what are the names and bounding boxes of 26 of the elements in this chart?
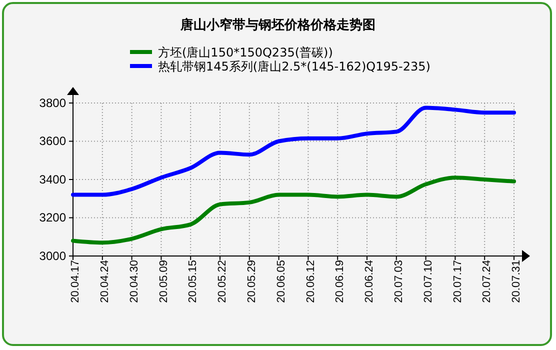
- x-tick-label: 20.06.24: [364, 260, 376, 303]
- x-tick-label: 20.07.17: [452, 260, 464, 303]
- x-tick-label: 20.07.03: [393, 260, 406, 303]
- x-tick-label: 20.07.10: [422, 260, 434, 303]
- x-tick-label: 20.06.05: [275, 260, 288, 303]
- line-series: [71, 106, 516, 197]
- x-tick-label: 20.05.09: [158, 260, 170, 303]
- legend-label: 方坯(唐山150*150Q235(普碳)): [158, 46, 333, 60]
- y-tick-label: 3200: [39, 210, 66, 225]
- x-tick-label: 20.07.31: [510, 260, 523, 303]
- line-series: [71, 176, 516, 245]
- x-tick-label: 20.04.30: [128, 260, 140, 303]
- x-tick-label: 20.06.12: [304, 260, 317, 303]
- legend-label: 热轧带钢145系列(唐山2.5*(145-162)Q195-235): [158, 60, 430, 74]
- y-tick-label: 3600: [39, 134, 66, 148]
- chart-title: 唐山小窄带与钢坯价格价格走势图: [180, 17, 376, 33]
- x-tick-label: 20.04.17: [70, 260, 82, 303]
- x-tick-label: 20.04.24: [99, 260, 112, 303]
- y-tick-label: 3400: [39, 172, 66, 186]
- x-tick-label: 20.07.24: [481, 260, 494, 303]
- x-tick-label: 20.05.15: [187, 260, 200, 303]
- x-tick-label: 20.05.22: [216, 260, 229, 303]
- x-tick-label: 20.05.29: [246, 260, 258, 303]
- x-tick-label: 20.06.19: [334, 260, 346, 303]
- y-tick-label: 3000: [39, 248, 66, 263]
- y-tick-label: 3800: [39, 96, 66, 110]
